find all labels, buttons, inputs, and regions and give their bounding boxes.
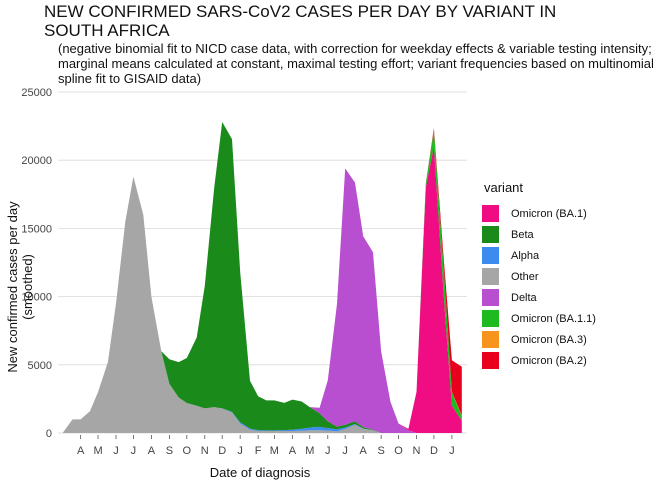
legend-label: Omicron (BA.1.1) (511, 312, 596, 325)
x-tick-label: A (77, 445, 85, 457)
legend-label: Omicron (BA.2) (511, 354, 587, 367)
legend-title: variant (484, 180, 524, 195)
legend-swatch (482, 247, 499, 264)
legend-item: Beta (482, 224, 596, 245)
legend-swatch (482, 205, 499, 222)
x-tick-label: F (255, 445, 262, 457)
y-tick-label: 25000 (21, 87, 52, 99)
area-delta (62, 122, 462, 433)
chart-subtitle: (negative binomial fit to NICD case data… (58, 41, 654, 86)
legend-swatch (482, 352, 499, 369)
x-tick-label: A (289, 445, 297, 457)
legend-swatch (482, 268, 499, 285)
x-tick-label: J (449, 445, 455, 457)
legend-item: Alpha (482, 245, 596, 266)
legend-label: Omicron (BA.1) (511, 207, 587, 220)
x-tick-label: M (93, 445, 102, 457)
x-tick-label: O (394, 445, 403, 457)
x-tick-label: N (413, 445, 421, 457)
legend-item: Omicron (BA.1.1) (482, 308, 596, 329)
x-tick-label: A (359, 445, 367, 457)
area-omicron-ba-1 (62, 122, 462, 433)
x-tick-label: A (148, 445, 156, 457)
legend-swatch (482, 310, 499, 327)
y-axis-title: New confirmed cases per day (smoothed) (5, 201, 35, 373)
legend-item: Omicron (BA.1) (482, 203, 596, 224)
x-tick-label: S (166, 445, 173, 457)
y-tick-label: 5000 (28, 360, 52, 372)
y-tick-label: 0 (46, 428, 52, 440)
x-tick-label: S (377, 445, 384, 457)
area-beta (62, 122, 462, 433)
x-tick-label: M (305, 445, 314, 457)
legend-label: Delta (511, 291, 537, 304)
y-tick-label: 20000 (21, 155, 52, 167)
legend-swatch (482, 331, 499, 348)
legend-swatch (482, 289, 499, 306)
x-axis-title: Date of diagnosis (209, 465, 311, 480)
chart-title: NEW CONFIRMED SARS-CoV2 CASES PER DAY BY… (44, 2, 557, 40)
x-tick-label: D (430, 445, 438, 457)
legend-label: Other (511, 270, 539, 283)
x-tick-label: J (342, 445, 348, 457)
legend-item: Omicron (BA.2) (482, 350, 596, 371)
legend-item: Delta (482, 287, 596, 308)
x-tick-label: M (270, 445, 279, 457)
y-tick-label: 10000 (21, 292, 52, 304)
x-tick-label: J (237, 445, 243, 457)
x-tick-label: J (131, 445, 137, 457)
x-tick-label: O (183, 445, 192, 457)
area-other (62, 176, 462, 433)
legend-label: Alpha (511, 249, 540, 262)
legend-item: Other (482, 266, 596, 287)
x-tick-label: J (325, 445, 331, 457)
x-tick-label: N (201, 445, 209, 457)
legend-item: Omicron (BA.3) (482, 329, 596, 350)
legend-label: Omicron (BA.3) (511, 333, 587, 346)
x-tick-label: D (218, 445, 226, 457)
legend-swatch (482, 226, 499, 243)
legend: variant Omicron (BA.1) Beta Alpha Other Delt… (482, 180, 596, 371)
y-tick-label: 15000 (21, 223, 52, 235)
x-tick-label: J (113, 445, 119, 457)
legend-label: Beta (511, 228, 534, 241)
